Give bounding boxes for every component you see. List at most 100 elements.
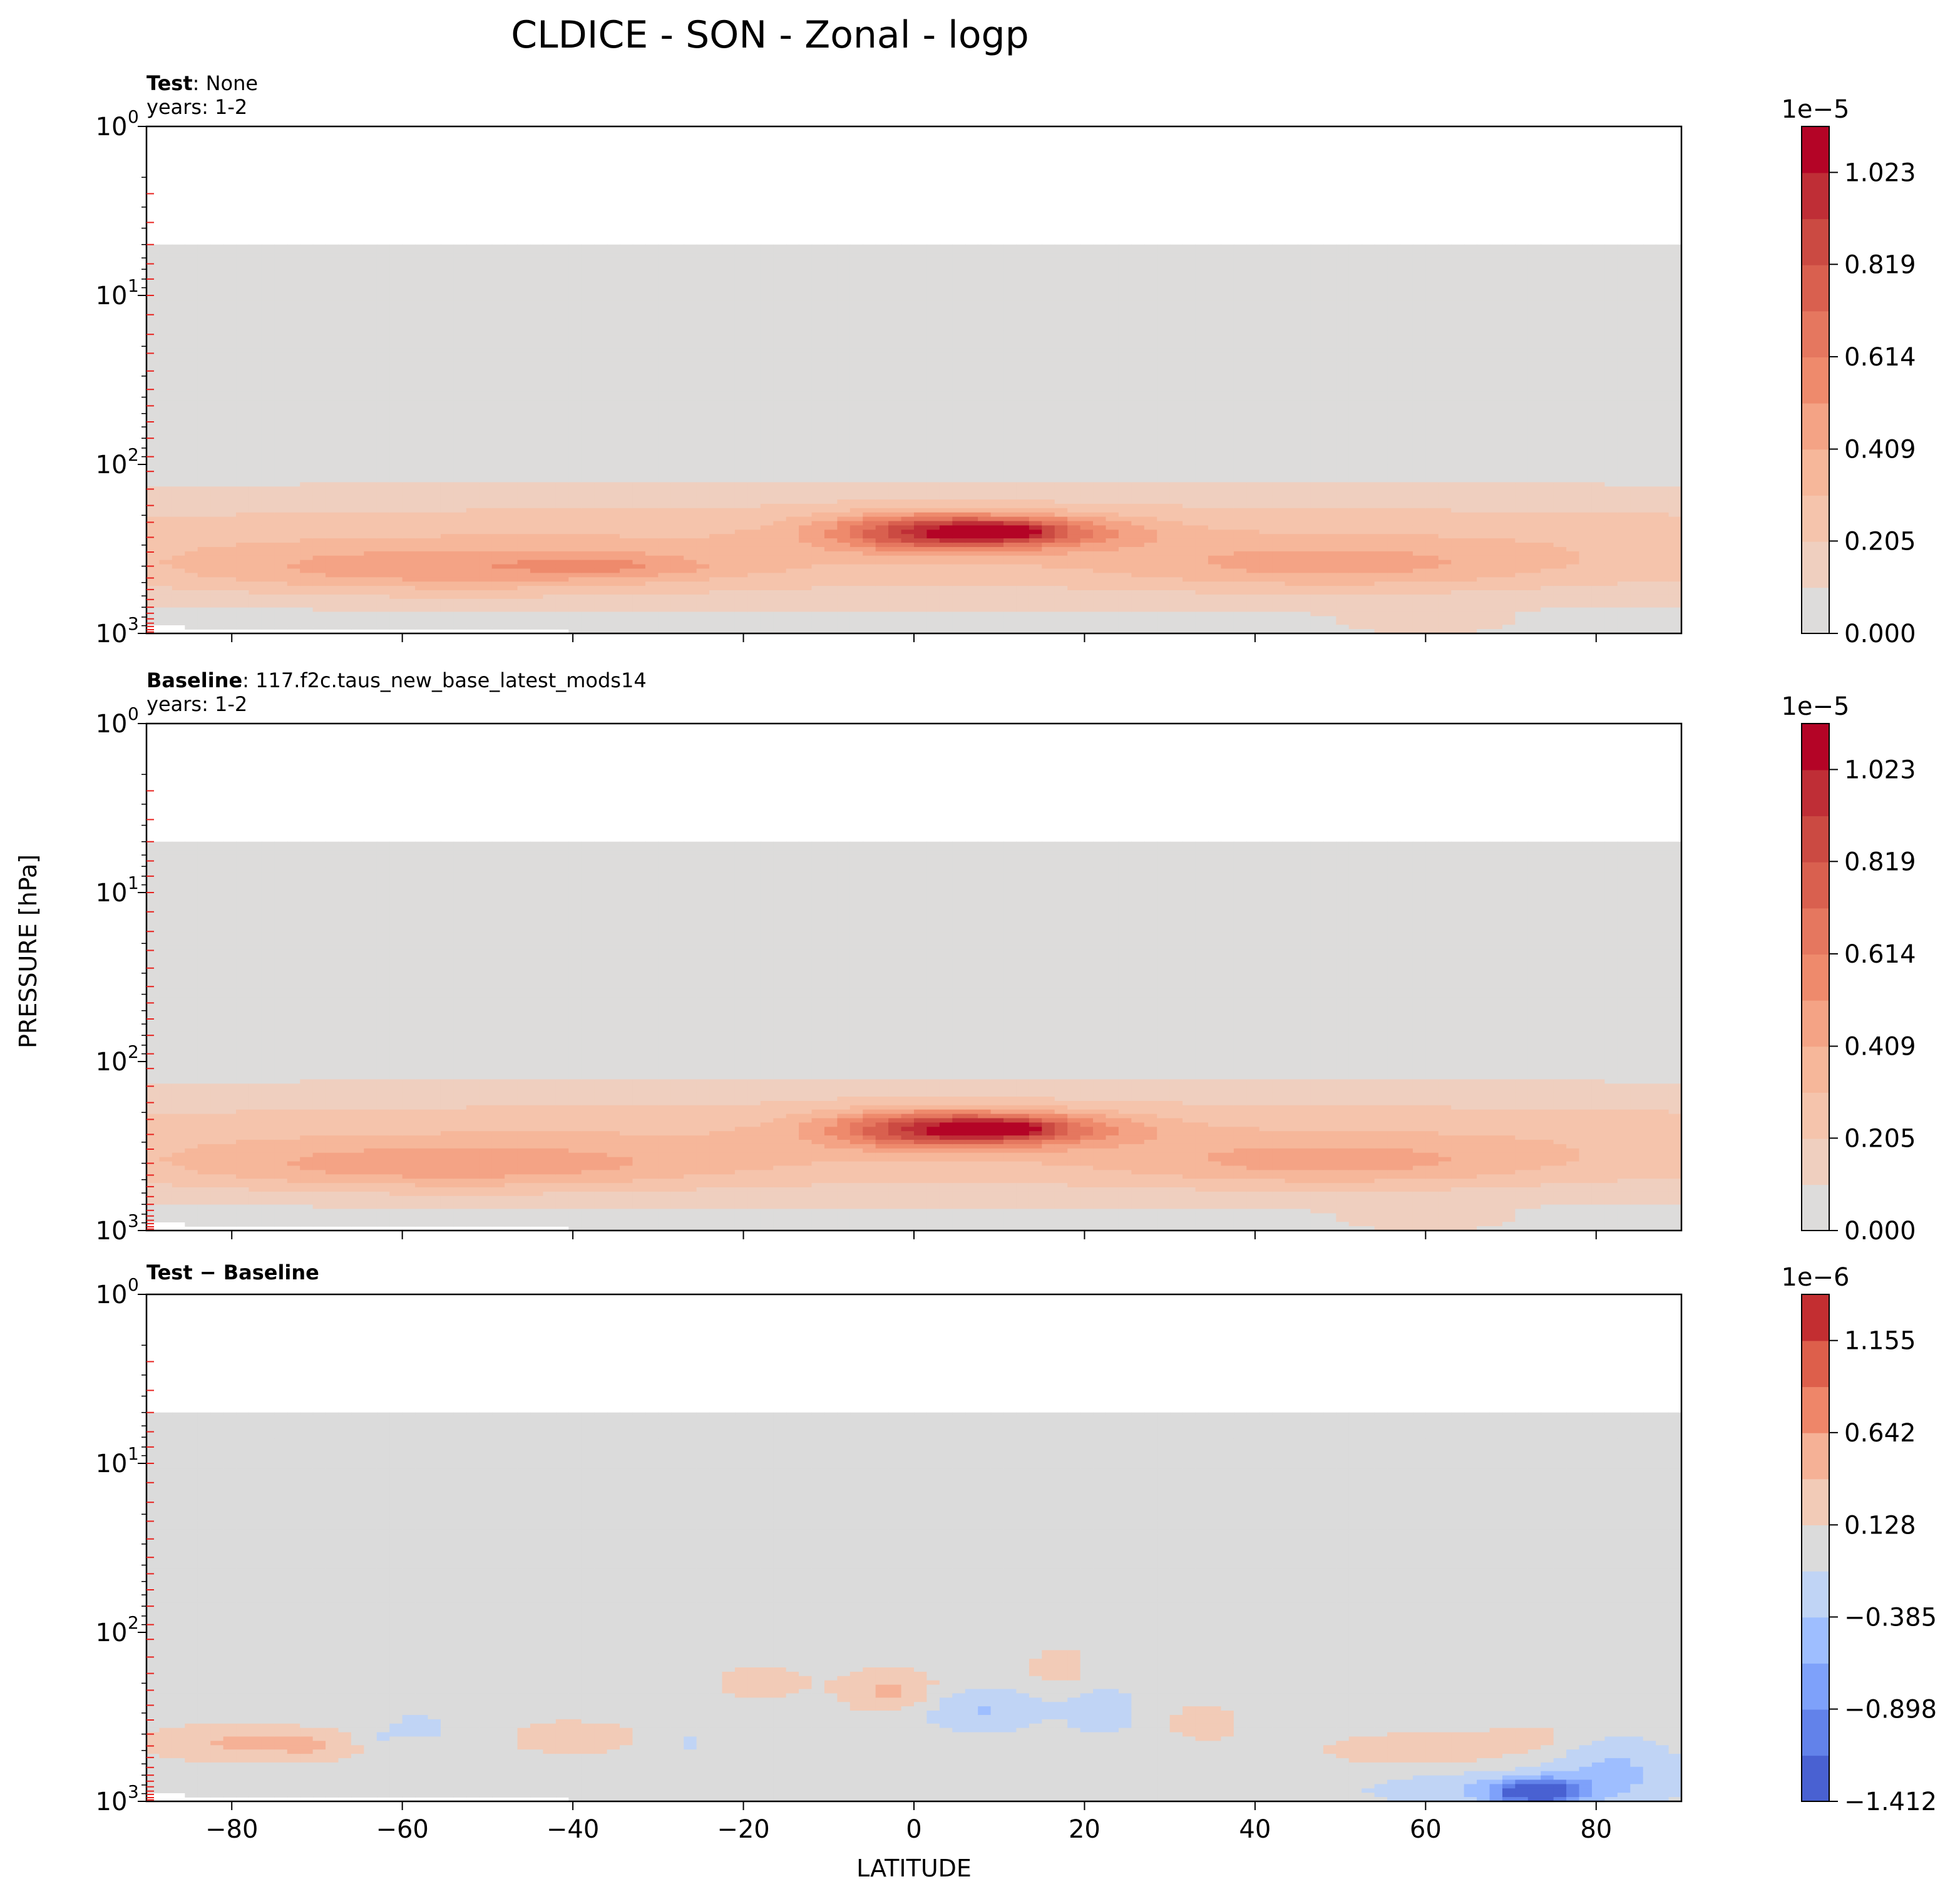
- contour-cell: [786, 391, 799, 396]
- contour-cell: [313, 577, 326, 582]
- contour-cell: [351, 504, 364, 509]
- contour-cell: [198, 305, 211, 310]
- contour-cell: [632, 297, 645, 302]
- contour-cell: [556, 275, 569, 280]
- contour-cell: [479, 612, 492, 617]
- contour-cell: [645, 603, 659, 608]
- contour-cell: [747, 335, 761, 340]
- contour-cell: [632, 616, 645, 621]
- contour-cell: [722, 249, 736, 254]
- contour-cell: [326, 300, 339, 305]
- contour-cell: [684, 543, 697, 548]
- contour-cell: [786, 361, 799, 366]
- contour-cell: [530, 292, 543, 297]
- contour-cell: [568, 327, 582, 332]
- contour-cell: [172, 284, 185, 289]
- contour-cell: [389, 331, 403, 336]
- contour-cell: [505, 396, 518, 401]
- contour-cell: [556, 513, 569, 518]
- contour-cell: [505, 448, 518, 453]
- contour-cell: [339, 603, 352, 608]
- contour-cell: [761, 370, 774, 375]
- contour-cell: [364, 495, 377, 500]
- contour-cell: [441, 461, 454, 466]
- contour-cell: [722, 530, 736, 535]
- contour-cell: [389, 439, 403, 444]
- contour-cell: [505, 469, 518, 474]
- contour-cell: [735, 348, 748, 353]
- contour-cell: [453, 409, 466, 414]
- contour-cell: [428, 383, 441, 388]
- contour-cell: [466, 616, 480, 621]
- contour-cell: [466, 383, 480, 388]
- contour-cell: [671, 279, 684, 284]
- contour-cell: [607, 253, 620, 258]
- contour-cell: [671, 327, 684, 332]
- contour-cell: [146, 525, 160, 530]
- contour-cell: [185, 517, 198, 522]
- contour-cell: [274, 370, 287, 375]
- contour-cell: [530, 383, 543, 388]
- contour-cell: [236, 517, 249, 522]
- contour-cell: [415, 266, 428, 271]
- contour-cell: [786, 370, 799, 375]
- contour-cell: [466, 335, 480, 340]
- contour-cell: [543, 565, 556, 570]
- contour-cell: [671, 352, 684, 357]
- contour-cell: [556, 608, 569, 613]
- contour-cell: [236, 309, 249, 314]
- contour-cell: [403, 413, 416, 418]
- contour-cell: [389, 547, 403, 552]
- contour-cell: [479, 404, 492, 409]
- contour-cell: [747, 443, 761, 448]
- contour-cell: [249, 275, 262, 280]
- contour-cell: [620, 581, 633, 586]
- contour-cell: [236, 495, 249, 500]
- contour-cell: [466, 478, 480, 483]
- contour-cell: [274, 331, 287, 336]
- contour-cell: [274, 426, 287, 431]
- contour-cell: [722, 491, 736, 496]
- contour-cell: [568, 391, 582, 396]
- contour-cell: [287, 560, 300, 565]
- contour-cell: [364, 318, 377, 323]
- contour-cell: [735, 253, 748, 258]
- contour-cell: [210, 270, 223, 275]
- contour-cell: [441, 456, 454, 461]
- contour-cell: [530, 534, 543, 539]
- contour-cell: [185, 495, 198, 500]
- contour-cell: [146, 508, 160, 513]
- contour-cell: [671, 504, 684, 509]
- contour-cell: [645, 245, 659, 250]
- contour-cell: [582, 331, 595, 336]
- contour-cell: [709, 478, 722, 483]
- contour-cell: [645, 396, 659, 401]
- contour-cell: [236, 538, 249, 543]
- contour-cell: [313, 300, 326, 305]
- contour-cell: [185, 565, 198, 570]
- contour-cell: [326, 361, 339, 366]
- contour-cell: [518, 474, 531, 479]
- contour-cell: [645, 262, 659, 267]
- contour-cell: [415, 608, 428, 613]
- contour-cell: [722, 486, 736, 491]
- contour-cell: [568, 465, 582, 470]
- contour-cell: [786, 249, 799, 254]
- contour-cell: [505, 620, 518, 625]
- contour-cell: [671, 620, 684, 625]
- contour-cell: [658, 599, 671, 604]
- contour-cell: [146, 495, 160, 500]
- contour-cell: [747, 279, 761, 284]
- contour-cell: [466, 314, 480, 319]
- contour-cell: [403, 404, 416, 409]
- contour-cell: [620, 616, 633, 621]
- contour-cell: [645, 608, 659, 613]
- contour-cell: [441, 504, 454, 509]
- contour-cell: [326, 620, 339, 625]
- contour-cell: [697, 297, 710, 302]
- contour-cell: [607, 279, 620, 284]
- contour-cell: [466, 309, 480, 314]
- contour-cell: [505, 305, 518, 310]
- contour-cell: [326, 340, 339, 345]
- contour-cell: [786, 495, 799, 500]
